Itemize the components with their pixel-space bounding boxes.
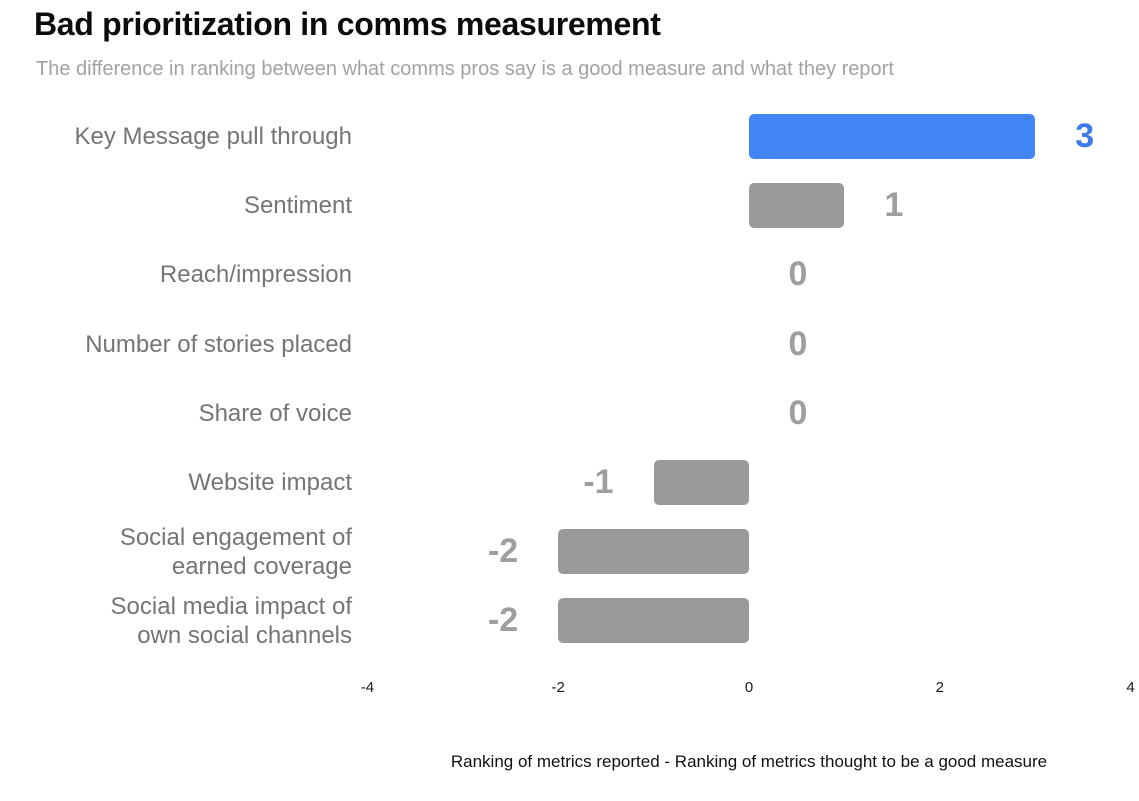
category-label: Social media impact of own social channe… [110,592,352,649]
value-label: 3 [1075,117,1095,156]
bar [653,460,749,505]
x-axis-title: Ranking of metrics reported - Ranking of… [450,752,1048,771]
chart-row: Number of stories placed 0 [0,310,1139,379]
chart-row: Share of voice 0 [0,379,1139,448]
chart-row: Reach/impression 0 [0,240,1139,309]
bar [749,183,845,229]
x-axis-tick-label: 0 [744,679,754,696]
chart-row: Social media impact of own social channe… [0,586,1139,655]
x-axis-tick-label: 4 [1126,679,1135,696]
value-label: -1 [583,463,614,502]
value-label: 0 [788,393,808,432]
x-axis-tick-label: 2 [935,679,944,696]
category-label: Key Message pull through [74,123,353,151]
value-label: 0 [788,324,808,363]
chart-subtitle: The difference in ranking between what c… [36,58,894,80]
category-label: Share of voice [198,399,352,427]
chart-row: Sentiment 1 [0,171,1139,240]
value-label: -2 [487,601,519,640]
value-label: 1 [884,186,904,225]
bar [749,114,1036,159]
category-label: Social engagement of earned coverage [119,523,352,580]
category-label: Sentiment [243,192,352,220]
chart-row: Social engagement of earned coverage -2 [0,517,1139,586]
chart-row: Website impact -1 [0,448,1139,517]
chart-title: Bad prioritization in comms measurement [34,6,661,42]
chart-row: Key Message pull through 3 [0,102,1139,171]
x-axis-tick-label: -2 [551,679,565,696]
value-label: 0 [788,255,808,294]
category-label: Website impact [188,469,352,497]
bar [558,598,749,644]
value-label: -2 [487,532,519,571]
x-axis-tick-label: -4 [360,679,375,696]
category-label: Number of stories placed [85,330,352,358]
bar [558,529,749,575]
category-label: Reach/impression [159,261,352,289]
